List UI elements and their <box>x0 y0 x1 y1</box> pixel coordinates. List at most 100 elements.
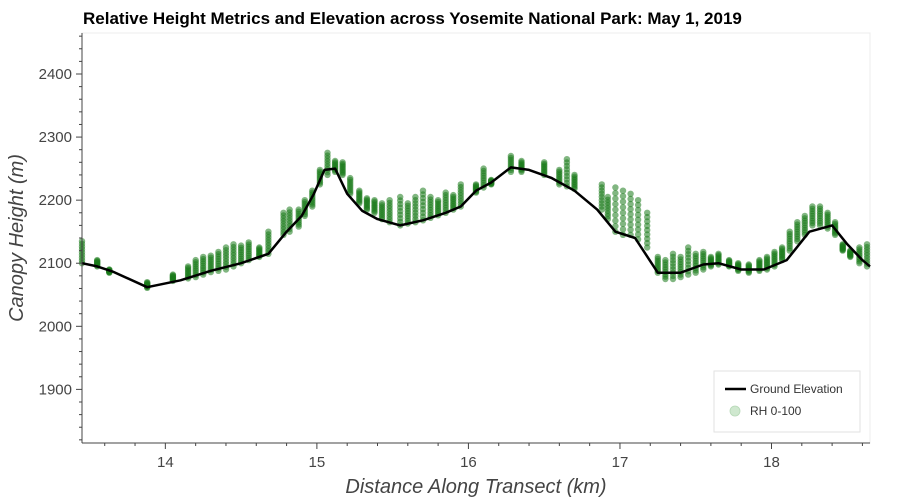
x-axis-label: Distance Along Transect (km) <box>345 476 606 498</box>
rh-point <box>816 203 824 210</box>
rh-point <box>619 226 627 233</box>
rh-point <box>627 190 634 197</box>
rh-point <box>556 166 563 174</box>
rh-point <box>801 212 808 220</box>
rh-point <box>94 256 101 264</box>
rh-point <box>604 193 611 201</box>
rh-point <box>442 189 449 196</box>
rh-point <box>619 193 627 200</box>
legend-rh-label: RH 0-100 <box>750 404 802 418</box>
rh-point-stack <box>771 248 778 270</box>
rh-point-stack <box>677 253 684 281</box>
rh-point <box>662 256 669 264</box>
rh-point <box>230 241 237 248</box>
rh-point <box>725 256 733 264</box>
rh-point <box>634 226 642 233</box>
rh-point-stack <box>669 250 677 283</box>
legend: Ground Elevation RH 0-100 <box>713 370 861 433</box>
rh-point <box>324 149 331 156</box>
rh-point-stack <box>634 197 642 243</box>
rh-point <box>627 226 634 233</box>
rh-point <box>450 191 457 199</box>
x-tick-label: 17 <box>612 454 629 471</box>
rh-point <box>612 200 619 208</box>
rh-point <box>612 206 619 213</box>
y-tick-label: 2400 <box>39 66 72 83</box>
rh-point <box>634 216 642 223</box>
rh-point <box>685 244 692 251</box>
rh-point <box>301 197 308 204</box>
rh-point-stack <box>363 195 371 213</box>
rh-point <box>184 263 192 270</box>
rh-point <box>612 217 619 224</box>
rh-point <box>756 256 763 264</box>
rh-point-stack <box>518 157 525 175</box>
rh-point <box>627 195 634 203</box>
rh-point <box>627 200 634 208</box>
rh-point <box>404 200 411 207</box>
rh-point-stack <box>786 228 793 254</box>
rh-point <box>794 219 801 226</box>
rh-point <box>256 244 263 251</box>
rh-point-stack <box>598 181 605 213</box>
rh-point <box>831 219 839 226</box>
y-tick-label: 2100 <box>39 255 72 272</box>
rh-point <box>644 244 651 251</box>
rh-point <box>634 197 642 204</box>
rh-point <box>612 184 619 191</box>
rh-point <box>627 216 634 223</box>
rh-point <box>619 204 627 211</box>
rh-point <box>286 206 293 213</box>
rh-point <box>571 171 578 179</box>
rh-point <box>200 253 207 261</box>
rh-point <box>507 152 515 160</box>
rh-point <box>563 156 571 163</box>
rh-point-stack <box>371 197 378 216</box>
x-tick-label: 14 <box>157 454 174 471</box>
rh-point-stack <box>604 193 611 223</box>
rh-point-stack <box>556 166 563 188</box>
rh-point-stack <box>801 212 808 238</box>
y-tick-label: 2300 <box>39 129 72 146</box>
rh-point <box>245 239 252 246</box>
x-ticks: 14 15 16 17 18 <box>104 443 863 471</box>
rh-point-stack <box>222 244 230 273</box>
rh-point <box>356 187 363 194</box>
rh-point <box>222 244 230 251</box>
rh-point <box>627 206 634 213</box>
rh-point-stack <box>612 184 619 235</box>
rh-point-stack <box>778 244 786 264</box>
rh-point <box>144 279 151 286</box>
rh-point <box>809 203 816 210</box>
rh-point-stack <box>700 248 707 273</box>
rh-point <box>634 206 642 214</box>
rh-point <box>644 222 651 229</box>
rh-point <box>644 231 651 238</box>
rh-point <box>427 193 434 201</box>
rh-point <box>612 211 619 219</box>
rh-point-stack <box>662 256 669 283</box>
rh-point <box>735 260 742 267</box>
rh-point <box>700 248 707 256</box>
legend-box <box>713 370 861 433</box>
rh-point <box>598 181 605 188</box>
rh-point-stack <box>863 241 871 270</box>
rh-point <box>316 166 324 174</box>
rh-point <box>824 209 831 216</box>
rh-point <box>472 181 480 188</box>
rh-point <box>856 244 863 251</box>
chart-title: Relative Height Metrics and Elevation ac… <box>83 9 742 28</box>
rh-point <box>619 220 627 227</box>
rh-point <box>839 241 846 248</box>
rh-point <box>634 231 642 238</box>
ground-elevation-line <box>81 166 871 289</box>
rh-point <box>518 157 525 165</box>
rh-point <box>386 197 393 204</box>
legend-ground-label: Ground Elevation <box>750 382 843 396</box>
rh-point-stack <box>692 250 699 276</box>
rh-point <box>434 197 442 204</box>
rh-point <box>480 165 487 172</box>
rh-point <box>619 209 627 216</box>
